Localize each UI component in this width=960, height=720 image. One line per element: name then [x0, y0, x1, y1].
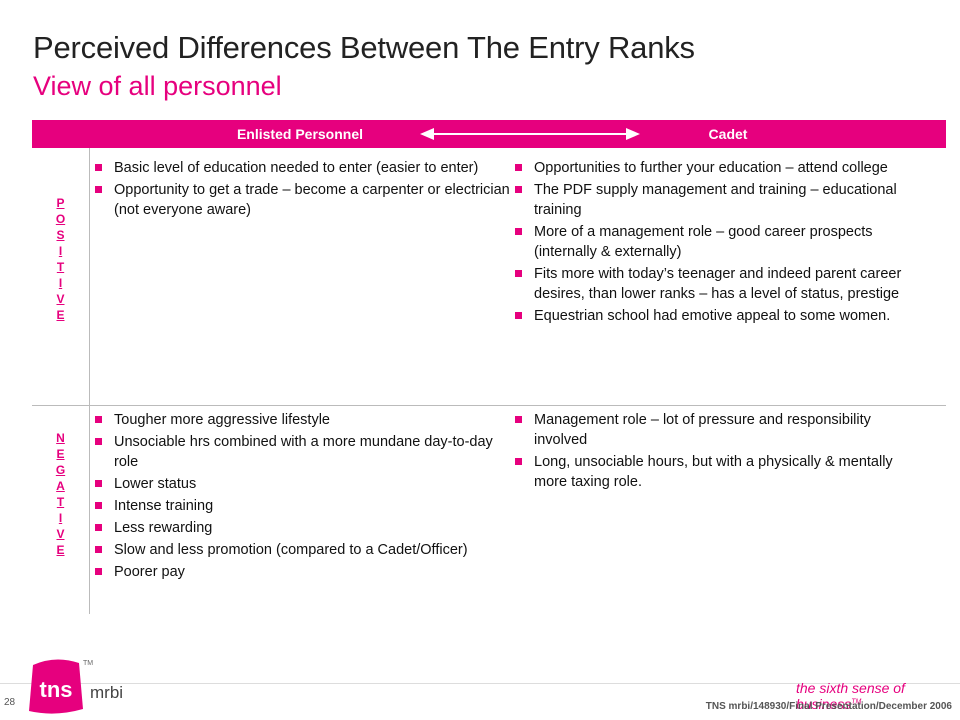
list-item: Equestrian school had emotive appeal to …: [512, 306, 916, 326]
bullet-square-icon: [95, 480, 102, 487]
logo-trademark: TM: [83, 660, 94, 667]
list-item-text: Opportunity to get a trade – become a ca…: [114, 182, 510, 218]
list-item-text: Tougher more aggressive lifestyle: [114, 412, 330, 428]
bullet-square-icon: [95, 186, 102, 193]
bullet-square-icon: [95, 438, 102, 445]
list-item: More of a management role – good career …: [512, 222, 916, 262]
row-divider: [32, 405, 946, 406]
list-item-text: Basic level of education needed to enter…: [114, 160, 479, 176]
list-item-text: Equestrian school had emotive appeal to …: [534, 308, 891, 324]
list-item: Opportunity to get a trade – become a ca…: [92, 180, 510, 220]
list-item-text: Opportunities to further your education …: [534, 160, 888, 176]
bullet-square-icon: [515, 312, 522, 319]
row-label-letter: A: [56, 479, 65, 493]
list-item: Unsociable hrs combined with a more mund…: [92, 432, 510, 472]
row-label-letter: E: [56, 543, 65, 557]
row-label-letter: P: [56, 196, 65, 210]
list-item: Fits more with today’s teenager and inde…: [512, 264, 916, 304]
list-item-text: Management role – lot of pressure and re…: [534, 412, 871, 448]
list-item: The PDF supply management and training –…: [512, 180, 916, 220]
row-label-letter: T: [56, 260, 65, 274]
bullet-square-icon: [515, 458, 522, 465]
bullet-square-icon: [515, 164, 522, 171]
list-item: Slow and less promotion (compared to a C…: [92, 540, 510, 560]
footer-divider: [0, 683, 960, 684]
row-label-letter: V: [56, 292, 65, 306]
row-label-letter: V: [56, 527, 65, 541]
header-cadet: Cadet: [708, 126, 748, 142]
positive-cadet-list: Opportunities to further your education …: [512, 158, 916, 328]
footer-reference: TNS mrbi/148930/Final Presentation/Decem…: [705, 701, 952, 712]
bullet-square-icon: [515, 186, 522, 193]
row-label-divider: [89, 148, 90, 614]
bullet-square-icon: [515, 270, 522, 277]
logo-text: tns: [40, 677, 73, 702]
bullet-square-icon: [95, 416, 102, 423]
tagline-text: the sixth sense of business: [796, 680, 905, 712]
row-label-letter: T: [56, 495, 65, 509]
row-label-letter: E: [56, 447, 65, 461]
list-item-text: More of a management role – good career …: [534, 224, 873, 260]
list-item-text: Poorer pay: [114, 564, 185, 580]
list-item-text: Long, unsociable hours, but with a physi…: [534, 454, 893, 490]
list-item-text: Lower status: [114, 476, 197, 492]
list-item-text: Fits more with today’s teenager and inde…: [534, 266, 902, 302]
tagline-trademark: TM: [851, 698, 862, 706]
list-item: Less rewarding: [92, 518, 510, 538]
negative-cadet-list: Management role – lot of pressure and re…: [512, 410, 916, 494]
bullet-square-icon: [95, 164, 102, 171]
bullet-square-icon: [95, 502, 102, 509]
list-item: Lower status: [92, 474, 510, 494]
list-item-text: Unsociable hrs combined with a more mund…: [114, 434, 493, 470]
header-enlisted: Enlisted Personnel: [236, 126, 364, 142]
list-item: Basic level of education needed to enter…: [92, 158, 510, 178]
row-label-letter: E: [56, 308, 65, 322]
list-item: Tougher more aggressive lifestyle: [92, 410, 510, 430]
row-label-letter: O: [55, 212, 66, 226]
list-item: Long, unsociable hours, but with a physi…: [512, 452, 916, 492]
row-label-letter: I: [58, 244, 63, 258]
list-item: Poorer pay: [92, 562, 510, 582]
tagline: the sixth sense of businessTM: [796, 680, 960, 712]
list-item: Intense training: [92, 496, 510, 516]
list-item-text: Intense training: [114, 498, 214, 514]
row-label-letter: I: [58, 276, 63, 290]
row-label-letter: S: [56, 228, 65, 242]
slide-subtitle: View of all personnel: [33, 71, 282, 101]
list-item: Opportunities to further your education …: [512, 158, 916, 178]
bullet-square-icon: [95, 546, 102, 553]
page-number: 28: [4, 697, 16, 708]
bullet-square-icon: [515, 228, 522, 235]
row-label-letter: G: [55, 463, 66, 477]
tns-logo: tns: [29, 659, 83, 714]
logo-suffix: mrbi: [90, 683, 124, 702]
bullet-square-icon: [95, 568, 102, 575]
table-header-bar: Enlisted Personnel Cadet: [32, 120, 946, 148]
positive-enlisted-list: Basic level of education needed to enter…: [92, 158, 510, 222]
bullet-square-icon: [95, 524, 102, 531]
bullet-square-icon: [515, 416, 522, 423]
negative-enlisted-list: Tougher more aggressive lifestyle Unsocia…: [92, 410, 510, 584]
list-item: Management role – lot of pressure and re…: [512, 410, 916, 450]
row-label-letter: N: [56, 431, 65, 445]
slide-title: Perceived Differences Between The Entry …: [33, 30, 695, 65]
row-label-letter: I: [58, 511, 63, 525]
list-item-text: Less rewarding: [114, 520, 213, 536]
list-item-text: Slow and less promotion (compared to a C…: [114, 542, 468, 558]
double-arrow-icon: [420, 128, 640, 140]
list-item-text: The PDF supply management and training –…: [534, 182, 897, 218]
